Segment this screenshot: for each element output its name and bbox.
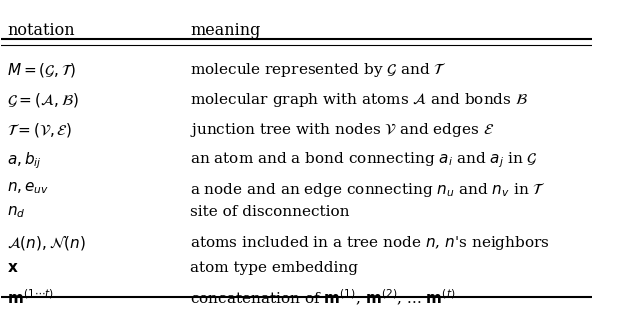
Text: $\mathbf{x}$: $\mathbf{x}$ xyxy=(7,261,19,275)
Text: $n_d$: $n_d$ xyxy=(7,205,26,220)
Text: $\mathcal{A}(n), \mathcal{N}(n)$: $\mathcal{A}(n), \mathcal{N}(n)$ xyxy=(7,234,87,252)
Text: $\mathbf{m}^{(1\cdots t)}$: $\mathbf{m}^{(1\cdots t)}$ xyxy=(7,288,54,307)
Text: molecule represented by $\mathcal{G}$ and $\mathcal{T}$: molecule represented by $\mathcal{G}$ an… xyxy=(190,61,447,79)
Text: atom type embedding: atom type embedding xyxy=(190,261,358,275)
Text: concatenation of $\mathbf{m}^{(1)}$, $\mathbf{m}^{(2)}$, ... $\mathbf{m}^{(t)}$: concatenation of $\mathbf{m}^{(1)}$, $\m… xyxy=(190,288,456,308)
Text: $n, e_{uv}$: $n, e_{uv}$ xyxy=(7,181,49,196)
Text: junction tree with nodes $\mathcal{V}$ and edges $\mathcal{E}$: junction tree with nodes $\mathcal{V}$ a… xyxy=(190,121,495,139)
Text: an atom and a bond connecting $a_i$ and $a_j$ in $\mathcal{G}$: an atom and a bond connecting $a_i$ and … xyxy=(190,151,538,170)
Text: a node and an edge connecting $n_u$ and $n_v$ in $\mathcal{T}$: a node and an edge connecting $n_u$ and … xyxy=(190,181,546,199)
Text: notation: notation xyxy=(7,22,75,39)
Text: $M = (\mathcal{G}, \mathcal{T})$: $M = (\mathcal{G}, \mathcal{T})$ xyxy=(7,61,76,79)
Text: $\mathcal{T} = (\mathcal{V}, \mathcal{E})$: $\mathcal{T} = (\mathcal{V}, \mathcal{E}… xyxy=(7,121,72,139)
Text: site of disconnection: site of disconnection xyxy=(190,205,350,218)
Text: molecular graph with atoms $\mathcal{A}$ and bonds $\mathcal{B}$: molecular graph with atoms $\mathcal{A}$… xyxy=(190,91,529,109)
Text: meaning: meaning xyxy=(190,22,261,39)
Text: atoms included in a tree node $n$, $n$'s neighbors: atoms included in a tree node $n$, $n$'s… xyxy=(190,234,550,252)
Text: $a, b_{ij}$: $a, b_{ij}$ xyxy=(7,151,42,171)
Text: $\mathcal{G} = (\mathcal{A}, \mathcal{B})$: $\mathcal{G} = (\mathcal{A}, \mathcal{B}… xyxy=(7,91,79,109)
